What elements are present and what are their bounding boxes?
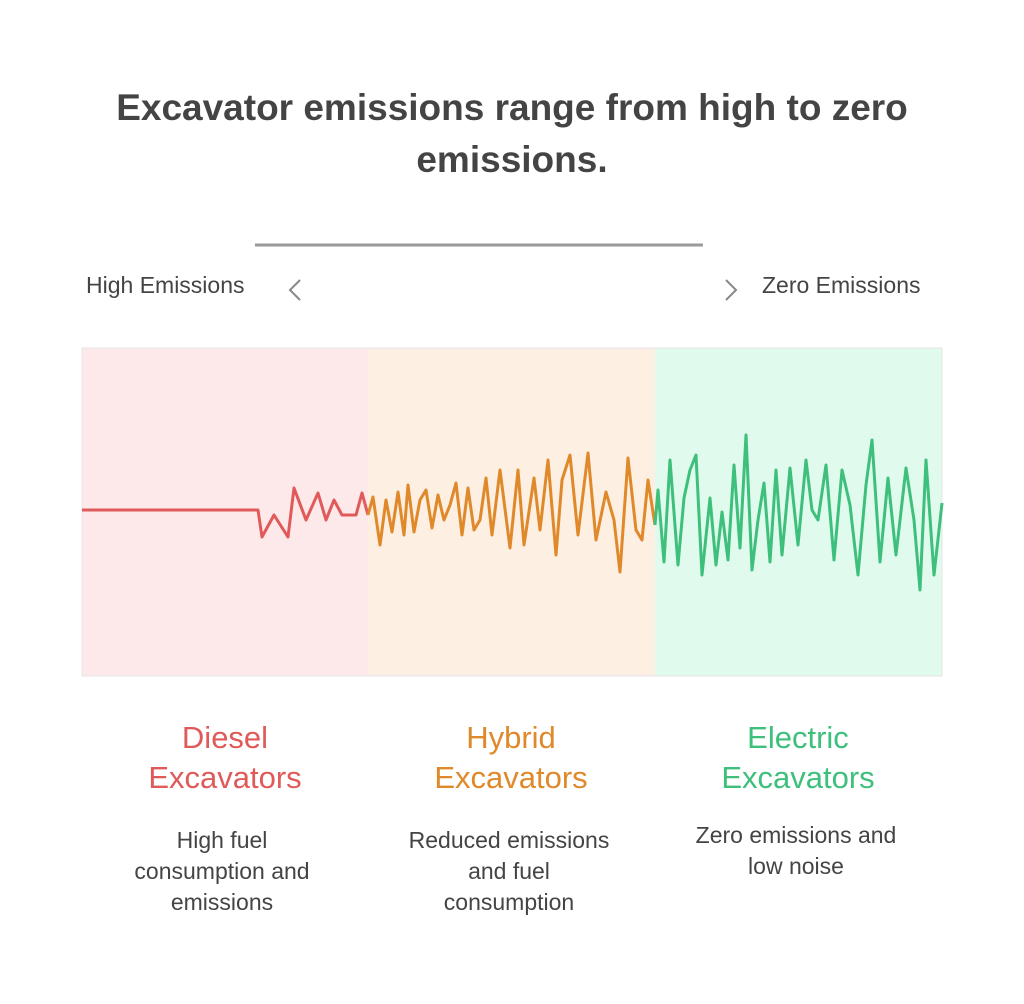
electric-wave: [653, 433, 944, 592]
electric-panel: [655, 348, 942, 676]
title: Excavator emissions range from high to z…: [116, 87, 908, 180]
column-description: High fuel consumption and emissions: [92, 825, 352, 918]
description-line: Zero emissions and: [695, 822, 897, 848]
description-line: High fuel: [176, 827, 268, 853]
diesel-wave: [82, 486, 370, 539]
scale-right-label: Zero Emissions: [762, 272, 921, 298]
column-description: Zero emissions and low noise: [666, 820, 926, 882]
hybrid-panel: [368, 348, 655, 676]
scale-left-label: High Emissions: [86, 272, 245, 298]
description-line: Reduced emissions: [408, 827, 610, 853]
column-name: Electric Excavators: [721, 720, 875, 795]
chevron-left: [288, 279, 301, 301]
column-name: Diesel Excavators: [148, 720, 302, 795]
diesel-panel: [82, 348, 368, 676]
description-line: emissions: [170, 889, 274, 915]
description-line: consumption and: [134, 858, 310, 884]
column-name: Hybrid Excavators: [434, 720, 588, 795]
description-line: consumption: [443, 889, 575, 915]
column-description: Reduced emissions and fuel consumption: [379, 825, 639, 918]
chevron-right: [725, 279, 738, 301]
hybrid-wave: [366, 451, 657, 574]
description-line: low noise: [748, 853, 844, 879]
description-line: and fuel: [468, 858, 550, 884]
